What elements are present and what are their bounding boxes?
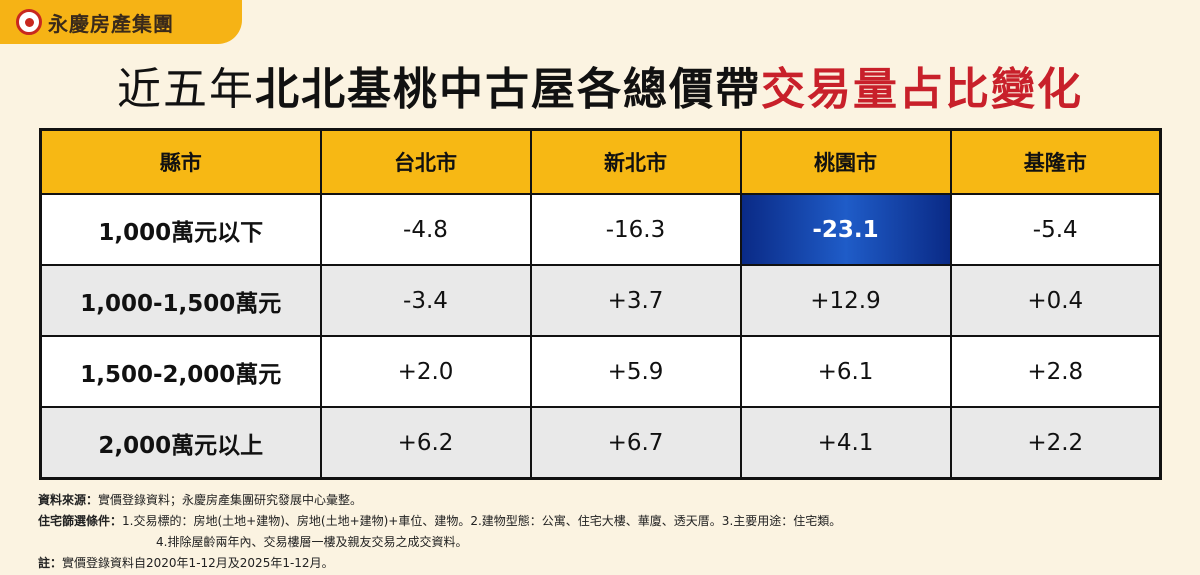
footnotes: 資料來源：實價登錄資料；永慶房產集團研究發展中心彙整。 住宅篩選條件：1.交易標… [38,490,841,574]
table-cell: +3.7 [529,264,742,337]
header-row: 縣市 台北市 新北市 桃園市 基隆市 [39,128,1162,195]
table-row: 2,000萬元以上 +6.2 +6.7 +4.1 +2.2 [39,406,1162,480]
table-cell: -16.3 [529,193,742,266]
header-region: 縣市 [39,128,322,195]
remark-text: 實價登錄資料自2020年1-12月及2025年1-12月。 [62,556,334,570]
remark-note: 註：實價登錄資料自2020年1-12月及2025年1-12月。 [38,553,841,574]
row-label: 1,000-1,500萬元 [39,264,322,337]
table-cell: -5.4 [949,193,1162,266]
table-cell: +2.8 [949,335,1162,408]
row-label: 2,000萬元以上 [39,406,322,480]
criteria-label: 住宅篩選條件： [38,514,123,528]
brand-name: 永慶房產集團 [48,11,174,36]
table-row: 1,500-2,000萬元 +2.0 +5.9 +6.1 +2.8 [39,335,1162,408]
row-label: 1,500-2,000萬元 [39,335,322,408]
brand-logo-icon [16,9,42,35]
table-row: 1,000-1,500萬元 -3.4 +3.7 +12.9 +0.4 [39,264,1162,337]
highlighted-cell: -23.1 [739,193,952,266]
header-taipei: 台北市 [319,128,532,195]
criteria-text-1: 1.交易標的：房地(土地+建物)、房地(土地+建物)+車位、建物。2.建物型態：… [122,514,842,528]
criteria-note: 住宅篩選條件：1.交易標的：房地(土地+建物)、房地(土地+建物)+車位、建物。… [38,511,841,532]
source-label: 資料來源： [38,493,99,507]
source-text: 實價登錄資料；永慶房產集團研究發展中心彙整。 [98,493,363,507]
table-cell: +6.7 [529,406,742,480]
header-taoyuan: 桃園市 [739,128,952,195]
table-cell: +4.1 [739,406,952,480]
table-cell: +2.0 [319,335,532,408]
table-cell: +0.4 [949,264,1162,337]
remark-label: 註： [38,556,63,570]
criteria-note-cont: 4.排除屋齡兩年內、交易樓層一樓及親友交易之成交資料。 [38,532,841,553]
row-label: 1,000萬元以下 [39,193,322,266]
title-part-1: 近五年 [117,64,255,115]
criteria-text-2: 4.排除屋齡兩年內、交易樓層一樓及親友交易之成交資料。 [156,535,468,549]
header-keelung: 基隆市 [949,128,1162,195]
table-cell: +5.9 [529,335,742,408]
table-row: 1,000萬元以下 -4.8 -16.3 -23.1 -5.4 [39,193,1162,266]
brand-banner: 永慶房產集團 [0,0,242,44]
table-cell: +6.2 [319,406,532,480]
table-cell: +12.9 [739,264,952,337]
table-cell: +2.2 [949,406,1162,480]
table-cell: -3.4 [319,264,532,337]
table-cell: +6.1 [739,335,952,408]
table-cell: -4.8 [319,193,532,266]
data-table: 縣市 台北市 新北市 桃園市 基隆市 1,000萬元以下 -4.8 -16.3 … [39,128,1162,480]
title-part-2: 北北基桃中古屋各總價帶 [255,64,761,115]
title-part-3: 交易量占比變化 [761,64,1083,115]
header-new-taipei: 新北市 [529,128,742,195]
page-title: 近五年北北基桃中古屋各總價帶交易量占比變化 [0,60,1200,120]
source-note: 資料來源：實價登錄資料；永慶房產集團研究發展中心彙整。 [38,490,841,511]
